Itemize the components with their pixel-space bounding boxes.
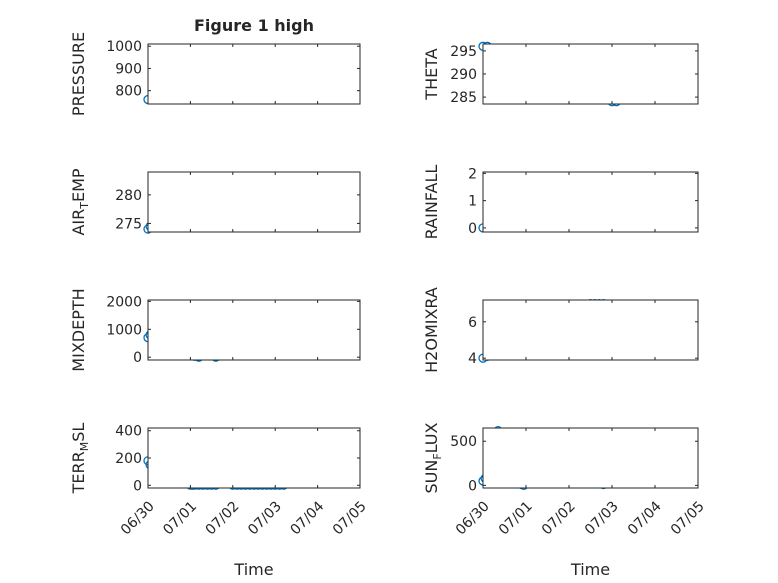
y-axis-label: MIXDEPTH <box>69 288 88 371</box>
y-tick-label: 400 <box>115 424 142 440</box>
y-tick-label: 0 <box>133 478 142 494</box>
y-tick-label: 800 <box>115 84 142 100</box>
y-axis-label: H2OMIXRA <box>422 287 441 373</box>
y-axis-label: RAINFALL <box>422 165 441 240</box>
x-tick-label: 06/30 <box>118 498 158 538</box>
axes-box <box>147 427 361 489</box>
y-tick-label: 275 <box>115 216 142 232</box>
y-tick-label: 280 <box>115 188 142 204</box>
panel-air-temp: 275 280 AIRTEMP <box>69 168 361 236</box>
y-tick-label: 6 <box>468 315 477 331</box>
y-tick-label: 500 <box>450 434 477 450</box>
y-tick-label: 285 <box>450 90 477 106</box>
y-tick-label: 0 <box>133 350 142 366</box>
y-axis-label: TERRMSL <box>69 423 91 495</box>
y-tick-label: 2 <box>468 166 477 182</box>
axes-box <box>147 171 361 233</box>
axes-box <box>482 299 699 361</box>
y-tick-label: 200 <box>115 451 142 467</box>
panel-theta: 285 290 295 THETA <box>422 41 699 107</box>
x-tick-label: 07/01 <box>160 498 200 538</box>
y-tick-label: 0 <box>468 478 477 494</box>
y-tick-label: 290 <box>450 67 477 83</box>
x-tick-label: 07/04 <box>625 498 665 538</box>
axes-box <box>482 427 699 489</box>
x-tick-label: 06/30 <box>453 498 493 538</box>
x-tick-label: 07/03 <box>582 498 622 538</box>
x-axis-label: Time <box>570 560 610 579</box>
x-tick-label: 07/05 <box>668 498 708 538</box>
axes-box <box>482 171 699 233</box>
x-tick-label: 07/02 <box>203 498 243 538</box>
y-tick-label: 1000 <box>106 39 142 55</box>
y-axis-label: SUNFLUX <box>422 422 444 493</box>
y-tick-label: 900 <box>115 61 142 77</box>
panel-h2omixra: 4 6 H2OMIXRA <box>422 287 699 373</box>
axes-box <box>147 43 361 105</box>
panel-rainfall: 0 1 2 RAINFALL <box>422 165 699 240</box>
y-tick-label: 0 <box>468 221 477 237</box>
x-tick-label: 07/02 <box>539 498 579 538</box>
axes-box <box>482 43 699 105</box>
panel-terr-msl: 0 200 400 06/30 07/01 07/02 07/03 07/04 07/05 Tim… <box>69 423 370 579</box>
axes-box <box>147 299 361 361</box>
panel-sun-flux: 0 500 06/30 07/01 07/02 07/03 07/04 07/05 Time SU… <box>422 422 708 579</box>
y-axis-label: PRESSURE <box>69 32 88 116</box>
y-tick-label: 295 <box>450 44 477 60</box>
x-tick-label: 07/04 <box>288 498 328 538</box>
x-tick-label: 07/05 <box>330 498 370 538</box>
x-tick-label: 07/01 <box>496 498 536 538</box>
y-tick-label: 1000 <box>106 322 142 338</box>
y-axis-label: AIRTEMP <box>69 168 91 235</box>
panel-pressure: 800 900 1000 PRESSURE Figure 1 high <box>69 16 361 116</box>
panel-mixdepth: 0 1000 2000 MIXDEPTH <box>69 288 361 372</box>
x-tick-label: 07/03 <box>245 498 285 538</box>
x-axis-label: Time <box>233 560 273 579</box>
y-axis-label: THETA <box>422 48 441 100</box>
y-tick-label: 2000 <box>106 294 142 310</box>
y-tick-label: 4 <box>468 351 477 367</box>
chart-title: Figure 1 high <box>194 16 314 35</box>
y-tick-label: 1 <box>468 194 477 210</box>
